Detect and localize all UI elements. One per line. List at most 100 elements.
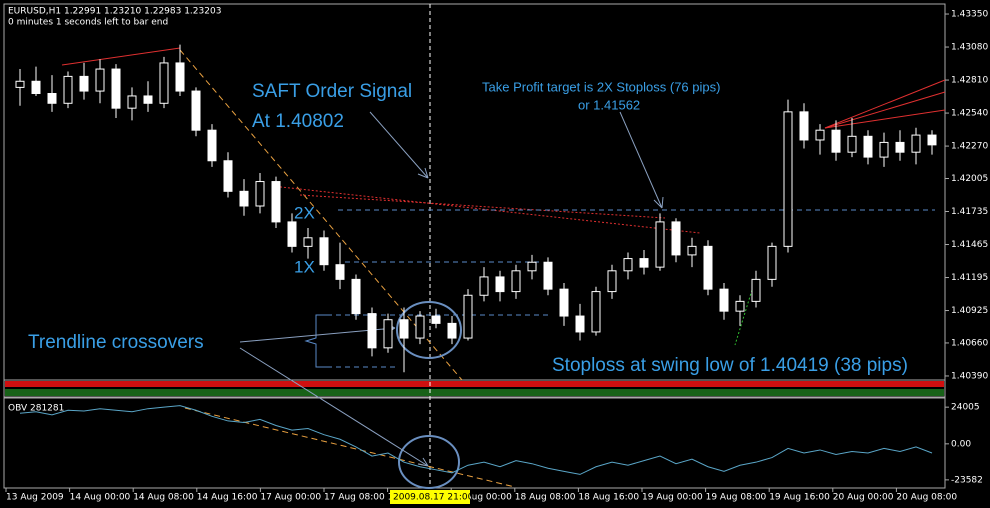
candle-body bbox=[591, 291, 601, 333]
candle-body bbox=[335, 264, 345, 280]
candle-body bbox=[31, 80, 41, 95]
arrow bbox=[239, 347, 429, 467]
y-tick-label: 24005 bbox=[951, 403, 980, 413]
candle-body bbox=[735, 300, 745, 312]
y-tick-label: 0.00 bbox=[951, 439, 971, 449]
bracket bbox=[304, 314, 328, 368]
candle-body bbox=[863, 135, 873, 158]
candle-body bbox=[367, 313, 377, 349]
main-panel bbox=[3, 3, 946, 381]
candle-body bbox=[799, 111, 809, 141]
candle-body bbox=[127, 95, 137, 109]
y-tick-label: 1.42810 bbox=[951, 76, 988, 86]
x-tick-label: 13 Aug 2009 bbox=[6, 493, 64, 503]
x-tick-label: 14 Aug 00:00 bbox=[70, 493, 131, 503]
obv-trendline bbox=[184, 407, 516, 488]
candle-body bbox=[623, 258, 633, 272]
y-tick-label: 1.41465 bbox=[951, 240, 988, 250]
candle-body bbox=[607, 270, 617, 293]
candle-body bbox=[415, 315, 425, 339]
candle-body bbox=[543, 261, 553, 290]
crosshair-label: 2009.08.17 21:00 bbox=[393, 493, 474, 503]
candle-body bbox=[911, 134, 921, 153]
candle-body bbox=[895, 141, 905, 153]
crosshair-label-bg bbox=[390, 490, 470, 504]
candle-body bbox=[879, 141, 889, 158]
arrow bbox=[619, 111, 664, 209]
x-tick-label: 20 Aug 00:00 bbox=[833, 493, 894, 503]
header-title: EURUSD,H1 1.22991 1.23210 1.22983 1.2320… bbox=[8, 7, 221, 17]
indicator-bars bbox=[5, 381, 944, 396]
candle-body bbox=[79, 75, 89, 92]
candle-body bbox=[687, 245, 697, 256]
y-tick-label: 1.42005 bbox=[951, 174, 988, 184]
y-tick-label: 1.42540 bbox=[951, 109, 988, 119]
candle-body bbox=[159, 62, 169, 104]
y-tick-label: 1.41735 bbox=[951, 207, 988, 217]
header-subtitle: 0 minutes 1 seconds left to bar end bbox=[8, 18, 168, 28]
candle-body bbox=[751, 278, 761, 302]
candle-body bbox=[815, 129, 825, 141]
trendline bbox=[61, 47, 181, 66]
candle-body bbox=[671, 221, 681, 256]
annotation: 2X bbox=[294, 203, 315, 222]
y-tick-label: 1.43080 bbox=[951, 43, 988, 53]
x-tick-label: 18 Aug 00:00 bbox=[451, 493, 512, 503]
candle-body bbox=[511, 270, 521, 293]
candle-body bbox=[15, 80, 25, 88]
candle-body bbox=[207, 129, 217, 162]
candle-body bbox=[479, 276, 489, 296]
candle-body bbox=[767, 245, 777, 280]
arrow bbox=[369, 111, 429, 179]
red-histogram bbox=[5, 381, 944, 387]
x-tick-label: 20 Aug 08:00 bbox=[896, 493, 957, 503]
candle-body bbox=[319, 237, 329, 266]
annotation: SAFT Order Signal bbox=[252, 81, 412, 102]
x-tick-label: 14 Aug 08:00 bbox=[133, 493, 194, 503]
drawings bbox=[61, 4, 946, 489]
candle-body bbox=[655, 221, 665, 268]
candle-body bbox=[703, 245, 713, 290]
candle-body bbox=[383, 319, 393, 349]
x-tick-label: 18 Aug 16:00 bbox=[578, 493, 639, 503]
x-tick-label: 19 Aug 08:00 bbox=[706, 493, 767, 503]
candle-body bbox=[287, 221, 297, 247]
candle-body bbox=[47, 93, 57, 104]
x-tick-label: 18 Aug 08:00 bbox=[515, 493, 576, 503]
y-tick-label: 1.40660 bbox=[951, 338, 988, 348]
trendline bbox=[734, 289, 753, 346]
candle-body bbox=[639, 258, 649, 268]
candle-body bbox=[447, 322, 457, 339]
x-tick-label: 17 Aug 08:00 bbox=[324, 493, 385, 503]
candle-body bbox=[399, 319, 409, 339]
candle-body bbox=[575, 315, 585, 333]
y-tick-label: 1.42270 bbox=[951, 142, 988, 152]
candle-body bbox=[271, 181, 281, 223]
candle-body bbox=[191, 90, 201, 131]
candle-body bbox=[175, 62, 185, 92]
arrows bbox=[239, 111, 664, 467]
x-tick-label: 19 Aug 00:00 bbox=[642, 493, 703, 503]
obv-panel bbox=[3, 397, 946, 489]
candle-body bbox=[63, 75, 73, 104]
candle-body bbox=[303, 237, 313, 247]
candle-body bbox=[463, 294, 473, 339]
y-tick-label: 1.43350 bbox=[951, 10, 988, 20]
obv-title: OBV 281281 bbox=[8, 404, 64, 414]
candle-body bbox=[431, 315, 441, 324]
candle-body bbox=[559, 288, 569, 317]
trendline bbox=[824, 109, 946, 129]
y-tick-label: 1.40925 bbox=[951, 306, 988, 316]
x-tick-label: 17 Aug 00:00 bbox=[260, 493, 321, 503]
candle-body bbox=[783, 111, 793, 247]
annotation: 1X bbox=[294, 257, 315, 276]
x-tick-label: 19 Aug 16:00 bbox=[769, 493, 830, 503]
candle-body bbox=[111, 68, 121, 109]
candle-body bbox=[239, 190, 249, 207]
candle-body bbox=[831, 129, 841, 153]
candle-body bbox=[527, 261, 537, 272]
y-tick-label: 1.41195 bbox=[951, 273, 988, 283]
obv-line bbox=[19, 405, 933, 475]
highlight-circle bbox=[396, 301, 462, 359]
